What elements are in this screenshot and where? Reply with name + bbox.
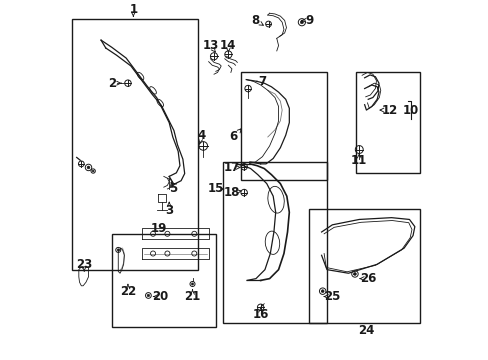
Bar xyxy=(241,72,326,180)
Circle shape xyxy=(117,249,119,251)
Text: 1: 1 xyxy=(129,3,137,16)
Bar xyxy=(308,209,419,323)
Text: 8: 8 xyxy=(251,14,259,27)
Circle shape xyxy=(87,166,90,169)
Circle shape xyxy=(147,294,149,297)
Text: 16: 16 xyxy=(252,308,268,321)
Circle shape xyxy=(300,21,303,24)
Text: 21: 21 xyxy=(184,290,200,303)
Bar xyxy=(223,162,326,323)
Text: 4: 4 xyxy=(197,129,205,142)
Bar xyxy=(112,234,215,327)
Bar xyxy=(72,19,198,270)
Circle shape xyxy=(191,283,193,285)
Text: 12: 12 xyxy=(381,104,397,117)
Circle shape xyxy=(353,273,356,275)
Text: 20: 20 xyxy=(152,290,168,303)
Text: 6: 6 xyxy=(229,130,237,144)
Text: 18: 18 xyxy=(224,186,240,199)
Circle shape xyxy=(321,290,324,293)
Text: 22: 22 xyxy=(120,285,136,298)
Text: 3: 3 xyxy=(165,204,173,217)
Text: 26: 26 xyxy=(359,272,376,285)
Text: 19: 19 xyxy=(150,222,166,235)
Text: 15: 15 xyxy=(207,183,224,195)
Bar xyxy=(355,72,419,173)
Text: 5: 5 xyxy=(168,183,177,195)
Text: 11: 11 xyxy=(350,154,366,167)
Text: 24: 24 xyxy=(358,324,374,337)
Text: 17: 17 xyxy=(224,161,240,174)
Circle shape xyxy=(92,170,94,172)
Text: 25: 25 xyxy=(324,290,340,303)
Text: 2: 2 xyxy=(107,77,116,90)
Text: 13: 13 xyxy=(202,39,218,52)
Text: 9: 9 xyxy=(305,14,312,27)
Text: 14: 14 xyxy=(220,39,236,52)
Text: 7: 7 xyxy=(258,75,266,88)
Text: 23: 23 xyxy=(76,258,92,271)
Text: 10: 10 xyxy=(402,104,419,117)
